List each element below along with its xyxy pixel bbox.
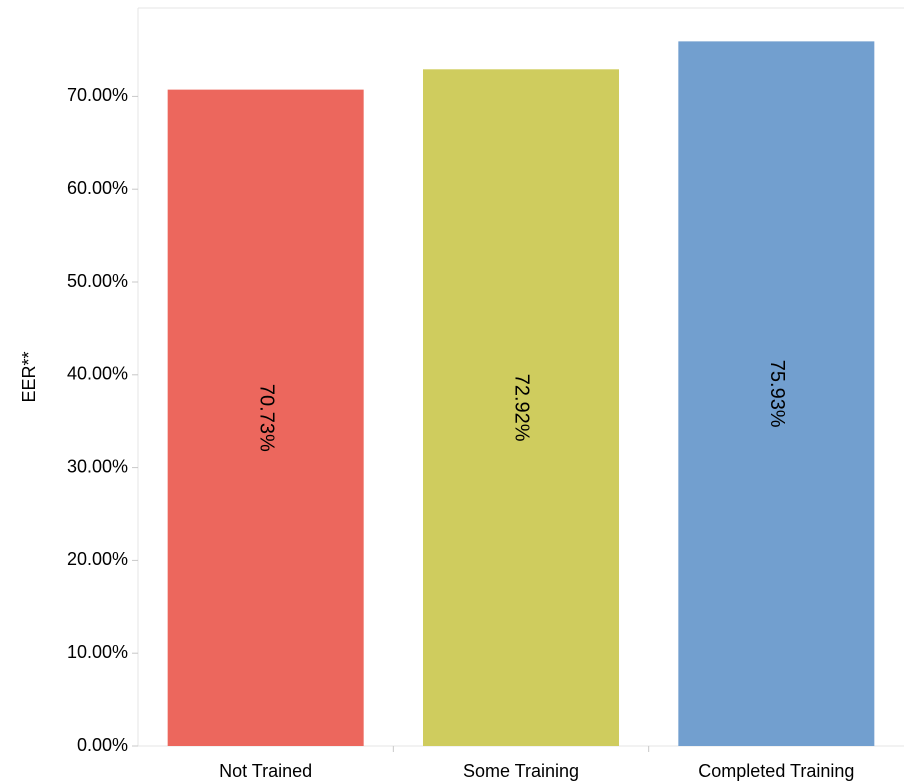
y-tick-label: 0.00% (77, 735, 128, 755)
y-tick-label: 20.00% (67, 549, 128, 569)
x-axis-ticks: Not Trained Some Training Completed Traini… (219, 746, 854, 781)
y-tick-label: 50.00% (67, 271, 128, 291)
x-category-label: Not Trained (219, 761, 312, 781)
y-tick-label: 60.00% (67, 178, 128, 198)
bar-value-label: 75.93% (766, 360, 788, 428)
bar-value-label: 72.92% (511, 374, 533, 442)
y-axis-ticks: 0.00% 10.00% 20.00% 30.00% 40.00% 50.00% 60.00… (67, 85, 138, 755)
y-axis-title: EER** (19, 351, 39, 402)
x-category-label: Completed Training (698, 761, 854, 781)
bar-some-training[interactable] (423, 69, 619, 747)
y-tick-label: 70.00% (67, 85, 128, 105)
y-tick-label: 30.00% (67, 456, 128, 476)
y-tick-label: 40.00% (67, 364, 128, 384)
bar-not-trained[interactable] (167, 89, 364, 746)
y-tick-label: 10.00% (67, 642, 128, 662)
bar-value-label: 70.73% (255, 384, 277, 452)
x-category-label: Some Training (463, 761, 579, 781)
bars: 70.73% 72.92% 75.93% (167, 41, 875, 747)
bar-completed-training[interactable] (678, 41, 875, 746)
